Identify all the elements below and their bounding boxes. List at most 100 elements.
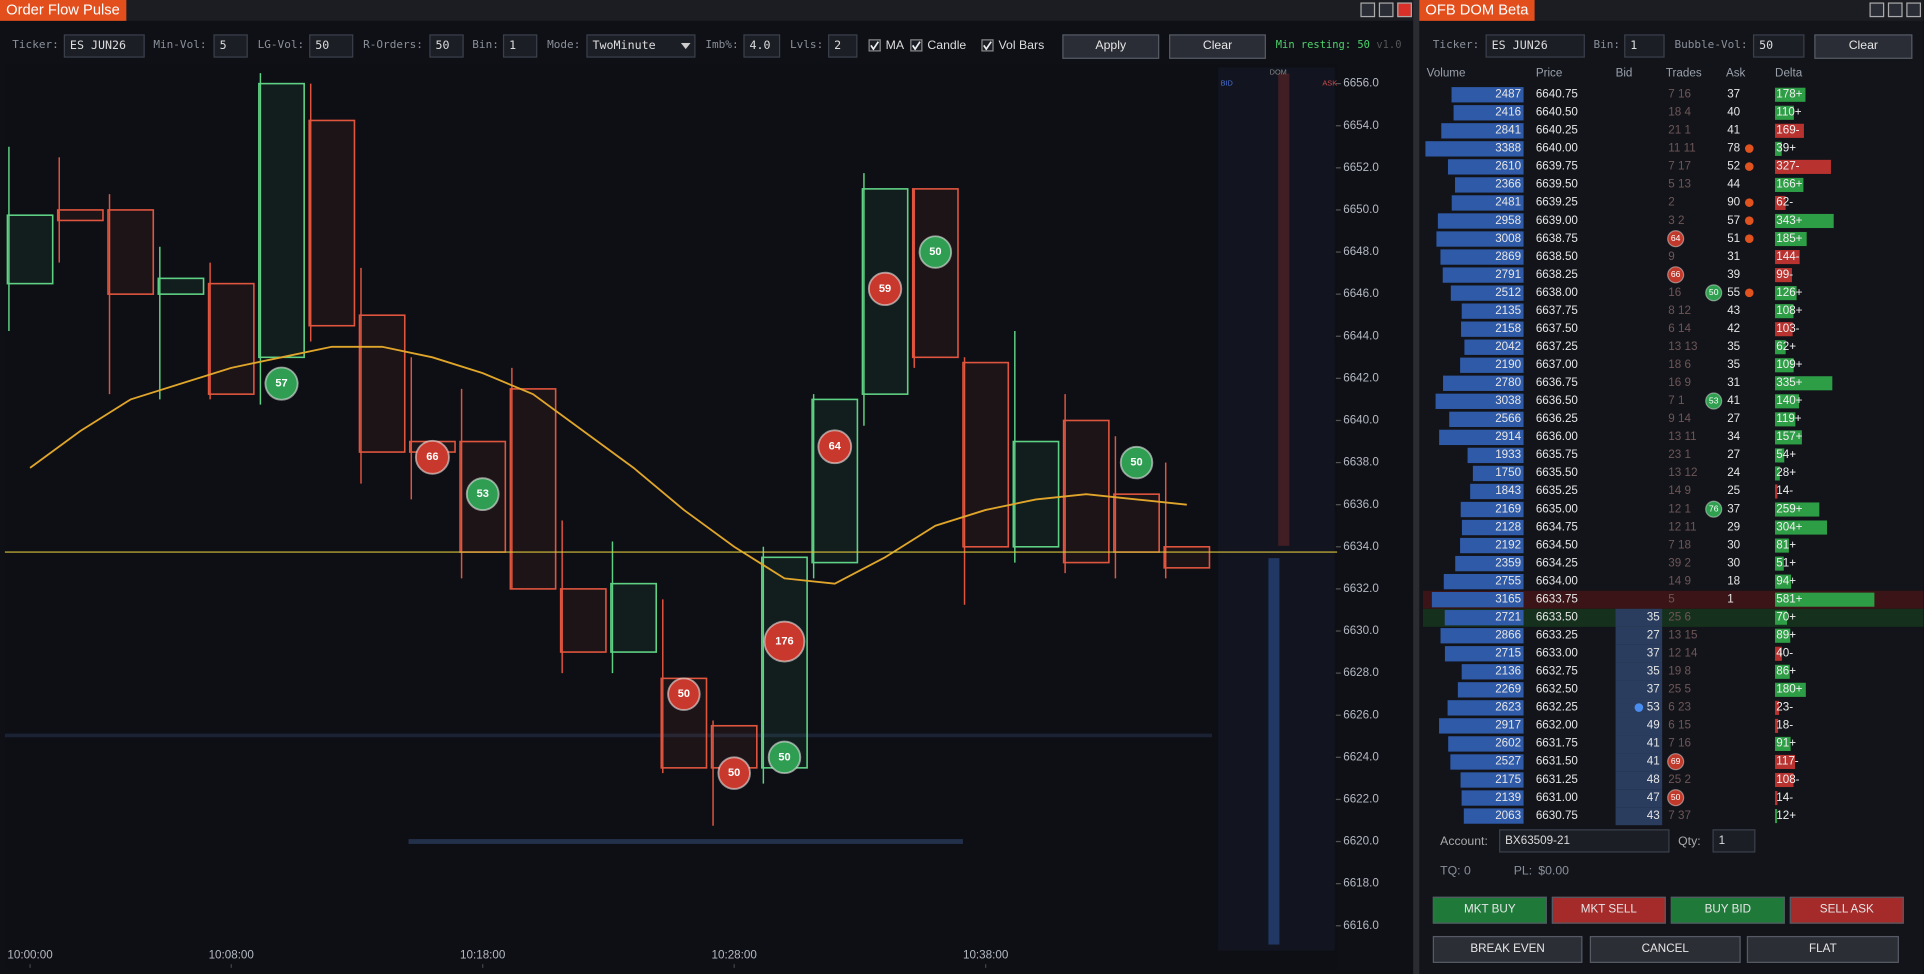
bid-cell	[1615, 753, 1663, 772]
y-tick-label: 6616.0	[1343, 919, 1379, 932]
checkbox[interactable]	[868, 39, 881, 52]
delta-bar	[1775, 123, 1804, 138]
delta-text: 89+	[1776, 629, 1796, 642]
price-text: 6640.50	[1536, 106, 1579, 119]
volume-bar	[1461, 664, 1524, 680]
account-select[interactable]: BX63509-21	[1499, 829, 1670, 853]
toolbar-button[interactable]: Clear	[1814, 34, 1913, 59]
volume-bar	[1447, 159, 1524, 175]
volume-text: 2958	[1495, 214, 1521, 227]
maximize-button[interactable]	[1887, 2, 1903, 18]
candle-body	[1012, 440, 1060, 548]
minimize-button[interactable]	[1360, 2, 1376, 18]
bid-cell	[1615, 626, 1663, 645]
close-button[interactable]	[1397, 2, 1412, 18]
bid-text: 48	[1647, 773, 1660, 786]
volume-bar	[1440, 628, 1524, 644]
price-text: 6639.00	[1536, 214, 1579, 227]
price-text: 6632.25	[1536, 701, 1578, 714]
volume-bar	[1431, 592, 1524, 608]
order-button[interactable]: MKT SELL	[1551, 896, 1666, 924]
maximize-button[interactable]	[1378, 2, 1394, 18]
volume-bar	[1461, 519, 1524, 536]
trades-text: 2	[1668, 196, 1674, 209]
y-tick-label: 6632.0	[1343, 582, 1379, 595]
checkbox[interactable]	[981, 39, 994, 52]
trade-bubble-label: 66	[1671, 269, 1681, 279]
y-tick-label: 6630.0	[1343, 624, 1379, 637]
order-button[interactable]: BUY BID	[1670, 896, 1785, 924]
price-text: 6631.00	[1536, 791, 1579, 804]
order-button[interactable]: MKT BUY	[1432, 896, 1547, 924]
delta-bar	[1775, 718, 1779, 733]
column-header: Ask	[1726, 67, 1746, 80]
price-text: 6635.75	[1536, 448, 1578, 461]
volume-text: 2841	[1495, 124, 1521, 137]
bubble-label: 50	[1130, 457, 1142, 469]
trade-bubble-label: 64	[1671, 233, 1681, 243]
minimize-button[interactable]	[1869, 2, 1885, 18]
field-input[interactable]: 1	[1624, 34, 1665, 58]
volume-text: 2715	[1495, 647, 1521, 660]
y-tick-label: 6650.0	[1343, 203, 1379, 216]
ask-dot	[1744, 198, 1754, 207]
field-input[interactable]: ES JUN26	[63, 34, 145, 58]
price-text: 6630.75	[1536, 809, 1578, 822]
delta-text: 180+	[1776, 683, 1802, 696]
field-input[interactable]: 50	[1752, 34, 1805, 58]
trades-text: 11 11	[1668, 142, 1695, 155]
bid-text: 49	[1647, 719, 1660, 732]
y-tick-label: 6618.0	[1343, 877, 1379, 890]
ask-text: 34	[1727, 430, 1740, 443]
field-input[interactable]: TwoMinute	[586, 34, 696, 58]
field-input[interactable]: 50	[309, 34, 354, 58]
delta-bar	[1775, 754, 1796, 770]
field-input[interactable]: 50	[429, 34, 464, 58]
delta-text: 62+	[1776, 340, 1796, 353]
bid-cell	[1615, 644, 1663, 663]
price-text: 6636.50	[1536, 394, 1579, 407]
close-button[interactable]	[1906, 2, 1922, 18]
checkbox[interactable]	[910, 39, 923, 52]
field-label: Ticker:	[12, 39, 59, 52]
order-button[interactable]: BREAK EVEN	[1432, 935, 1583, 963]
qty-input[interactable]: 1	[1712, 829, 1756, 853]
volume-bubble	[414, 439, 450, 475]
delta-text: 108+	[1776, 304, 1802, 317]
bid-cell	[1615, 662, 1663, 681]
delta-bar	[1775, 159, 1831, 174]
toolbar-button[interactable]: Apply	[1062, 34, 1160, 59]
field-input[interactable]: ES JUN26	[1485, 34, 1585, 58]
x-tick-label: 10:08:00	[209, 949, 255, 962]
delta-text: 169-	[1776, 124, 1799, 137]
delta-bar	[1775, 556, 1784, 571]
bid-text: 35	[1647, 610, 1660, 623]
volume-text: 2128	[1495, 520, 1521, 533]
title-bar	[1419, 0, 1924, 21]
bid-dot	[1634, 703, 1644, 712]
trades-text: 25 6	[1668, 610, 1691, 623]
bid-text: 41	[1647, 737, 1660, 750]
delta-text: 178+	[1776, 88, 1802, 101]
ask-text: 37	[1727, 88, 1740, 101]
volume-bubble	[667, 677, 701, 711]
trades-text: 6 23	[1668, 701, 1691, 714]
trades-text: 16	[1668, 286, 1681, 299]
volume-text: 2527	[1495, 755, 1521, 768]
toolbar-button[interactable]: Clear	[1169, 34, 1266, 59]
field-input[interactable]: 2	[828, 34, 858, 58]
order-button[interactable]: CANCEL	[1589, 935, 1741, 963]
volume-bar	[1450, 754, 1524, 770]
order-button[interactable]: SELL ASK	[1789, 896, 1904, 924]
delta-text: 581+	[1776, 592, 1802, 605]
ask-text: 35	[1727, 358, 1740, 371]
volume-text: 2623	[1495, 701, 1521, 714]
order-button[interactable]: FLAT	[1746, 935, 1899, 963]
field-input[interactable]: 1	[502, 34, 538, 58]
y-tick-label: 6652.0	[1343, 161, 1379, 174]
trades-text: 7 16	[1668, 737, 1691, 750]
field-input[interactable]: 4.0	[743, 34, 781, 58]
field-input[interactable]: 5	[213, 34, 248, 58]
volume-bar	[1451, 195, 1524, 211]
price-text: 6636.00	[1536, 430, 1579, 443]
